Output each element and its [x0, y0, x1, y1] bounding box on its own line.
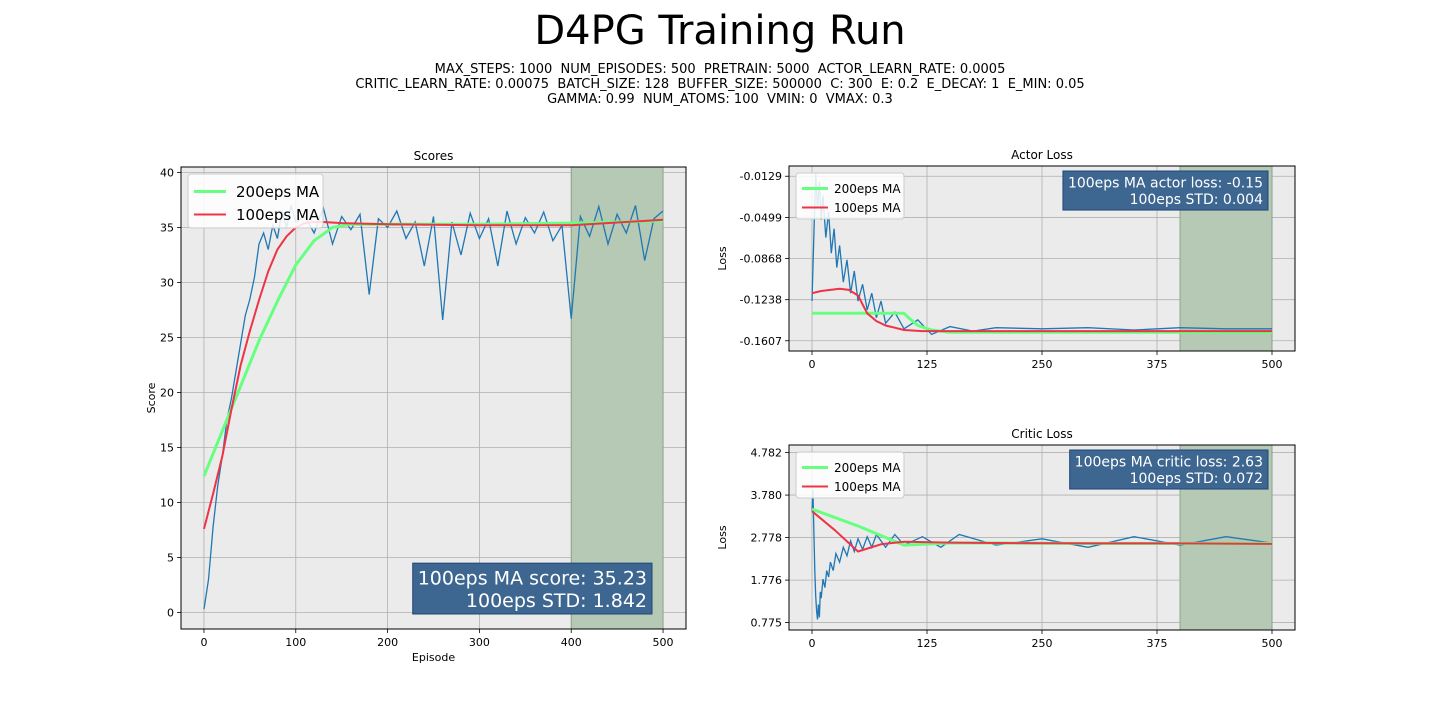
hyperparameter-subtitle: MAX_STEPS: 1000 NUM_EPISODES: 500 PRETRA…: [0, 62, 1440, 107]
stats-annotation-line: 100eps STD: 0.004: [1130, 192, 1264, 208]
y-tick-label: 15: [160, 442, 174, 455]
chart-title: Scores: [414, 149, 454, 163]
legend-label: 100eps MA: [834, 480, 901, 494]
y-tick-label: 2.778: [751, 532, 783, 545]
y-tick-label: 25: [160, 332, 174, 345]
legend-label: 100eps MA: [236, 206, 320, 224]
y-tick-label: -0.1238: [740, 294, 782, 307]
legend-label: 200eps MA: [834, 461, 901, 475]
y-tick-label: -0.0868: [740, 253, 782, 266]
x-tick-label: 0: [200, 636, 207, 649]
series-line-100eps-ma: [203, 218, 664, 530]
y-tick-label: 10: [160, 497, 174, 510]
y-axis-label: Score: [145, 382, 158, 413]
legend-label: 100eps MA: [834, 201, 901, 215]
y-axis-label: Loss: [716, 525, 729, 549]
x-axis-label: Episode: [412, 651, 455, 664]
x-tick-label: 500: [653, 636, 674, 649]
series-line-200eps-ma: [812, 311, 1272, 334]
chart-actor: 0 125 250 375 500 -0.0129 -0.0499 -0.0868 -0.123…: [716, 148, 1296, 371]
stats-annotation-line: 100eps MA score: 35.23: [418, 567, 647, 589]
stats-annotation-box: [1062, 170, 1269, 211]
legend-label: 200eps MA: [834, 182, 901, 196]
x-tick-label: 250: [1032, 358, 1053, 371]
y-tick-label: 0: [167, 607, 174, 620]
x-tick-label: 0: [809, 637, 816, 650]
chart-critic: 0 125 250 375 500 4.782 3.780 2.778 1.776 0.775 Cr…: [716, 427, 1296, 650]
series-line-100eps-ma: [811, 510, 1273, 553]
x-tick-label: 100: [285, 636, 306, 649]
y-tick-label: -0.0499: [740, 211, 782, 224]
x-tick-label: 250: [1032, 637, 1053, 650]
chart-scores: 0 100 200 300 400 500 0 5 10 15 20 25 30 35 40 Scores Ep…: [145, 149, 687, 664]
page-title: D4PG Training Run: [534, 8, 906, 54]
axes-frame: [180, 166, 687, 630]
y-tick-label: 30: [160, 277, 174, 290]
stats-annotation-line: 100eps STD: 1.842: [466, 590, 647, 612]
x-tick-label: 375: [1147, 358, 1168, 371]
x-tick-label: 300: [469, 636, 490, 649]
x-tick-label: 500: [1262, 637, 1283, 650]
series-line-raw: [811, 489, 1273, 620]
highlight-band: [571, 167, 664, 629]
y-tick-label: -0.0129: [740, 170, 782, 183]
chart-title: Critic Loss: [1011, 427, 1072, 441]
y-axis-label: Loss: [716, 246, 729, 270]
legend: 200eps MA 100eps MA: [795, 451, 905, 499]
series-line-raw: [203, 204, 664, 610]
series-line-100eps-ma: [811, 287, 1272, 333]
legend-label: 200eps MA: [236, 183, 320, 201]
y-tick-label: 20: [160, 387, 174, 400]
y-tick-label: 0.775: [751, 617, 783, 630]
plot-layer: [202, 204, 664, 610]
stats-annotation-box: [1069, 449, 1269, 490]
x-tick-label: 200: [377, 636, 398, 649]
y-tick-label: -0.1607: [740, 335, 782, 348]
stats-annotation-line: 100eps MA critic loss: 2.63: [1075, 454, 1263, 470]
legend: 200eps MA 100eps MA: [187, 173, 324, 229]
y-tick-label: 35: [160, 222, 174, 235]
stats-annotation-box: [412, 562, 653, 615]
subtitle-line: CRITIC_LEARN_RATE: 0.00075 BATCH_SIZE: 1…: [355, 77, 1085, 92]
y-tick-label: 4.782: [751, 447, 783, 460]
stats-annotation-line: 100eps STD: 0.072: [1130, 471, 1263, 487]
x-tick-label: 125: [917, 358, 938, 371]
subtitle-line: GAMMA: 0.99 NUM_ATOMS: 100 VMIN: 0 VMAX:…: [547, 92, 893, 107]
x-tick-label: 400: [561, 636, 582, 649]
x-tick-label: 0: [809, 358, 816, 371]
x-tick-label: 375: [1147, 637, 1168, 650]
y-tick-label: 1.776: [751, 574, 783, 587]
y-tick-label: 5: [167, 552, 174, 565]
y-tick-label: 3.780: [751, 489, 783, 502]
plot-layer: [811, 489, 1273, 620]
x-tick-label: 125: [917, 637, 938, 650]
stats-annotation-line: 100eps MA actor loss: -0.15: [1068, 175, 1263, 191]
chart-title: Actor Loss: [1011, 148, 1073, 162]
subtitle-line: MAX_STEPS: 1000 NUM_EPISODES: 500 PRETRA…: [434, 62, 1006, 77]
legend: 200eps MA 100eps MA: [795, 172, 905, 220]
x-tick-label: 500: [1262, 358, 1283, 371]
y-tick-label: 40: [160, 167, 174, 180]
